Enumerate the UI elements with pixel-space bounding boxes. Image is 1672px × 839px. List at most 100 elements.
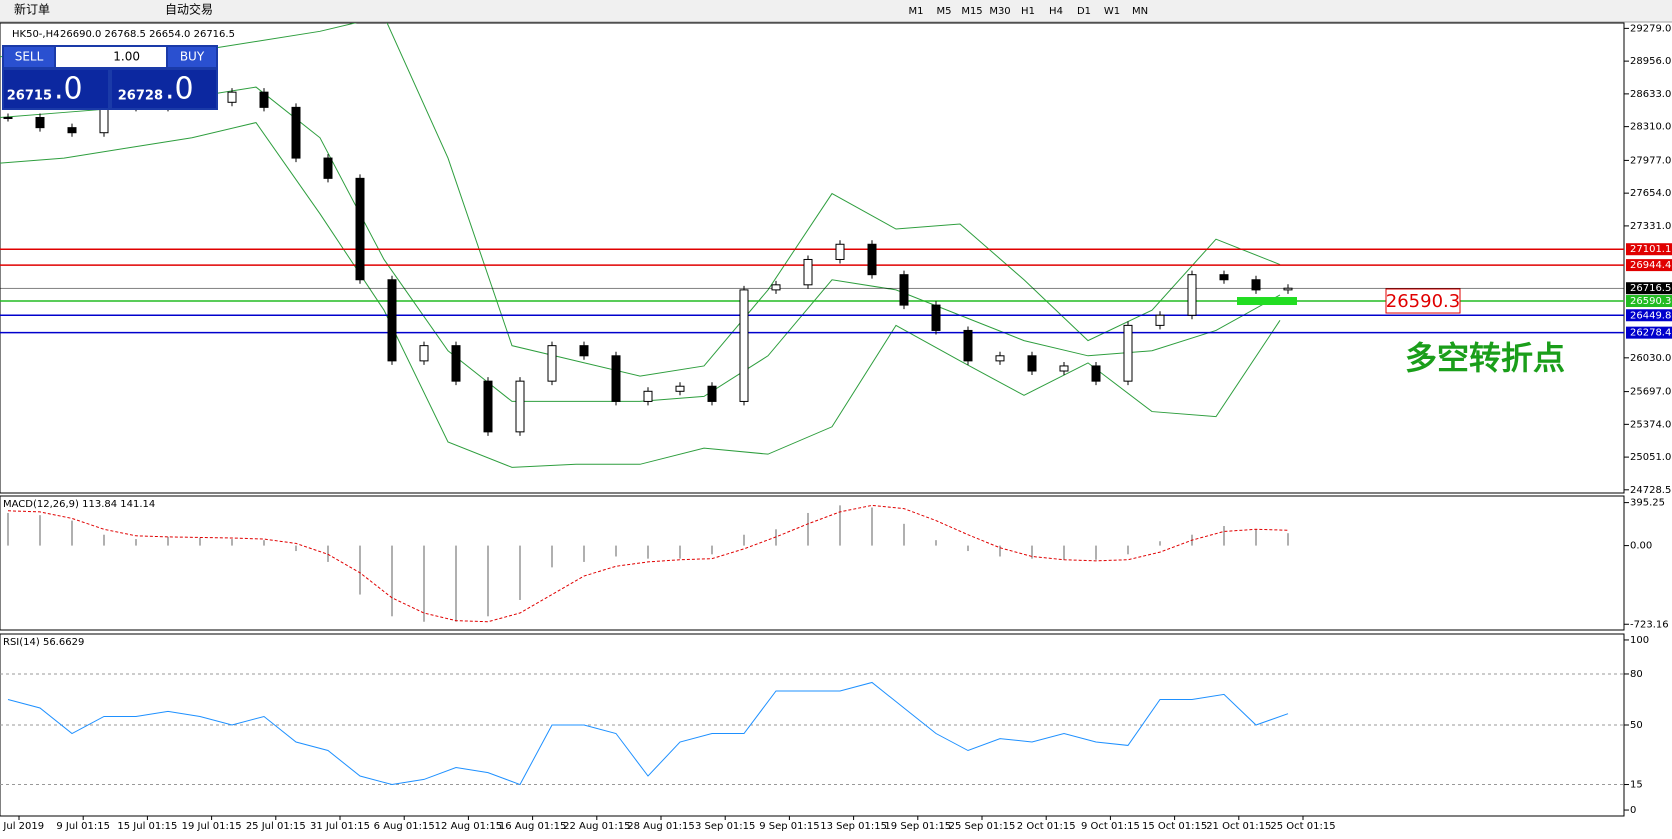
macd-bar (1159, 541, 1161, 546)
y-tick-label: 28633.0 (1630, 89, 1671, 100)
macd-bar (487, 545, 489, 617)
macd-bar (1223, 526, 1225, 546)
y-tick-label: 27331.0 (1630, 221, 1671, 232)
macd-bar (839, 505, 841, 546)
sell-button[interactable] (4, 47, 54, 67)
y-tick-label: 28956.0 (1630, 56, 1671, 67)
macd-label: MACD(12,26,9) 113.84 141.14 (3, 499, 155, 510)
y-tick-label: -723.16 (1630, 619, 1669, 630)
y-tick-label: 25374.0 (1630, 419, 1671, 430)
sell-frac: .0 (54, 72, 83, 107)
macd-bar (199, 537, 201, 546)
candle (1123, 324, 1133, 382)
sell-quote[interactable] (4, 70, 108, 108)
macd-bar (1063, 545, 1065, 560)
candle (1187, 274, 1197, 316)
macd-bar (1031, 545, 1033, 559)
macd-bar (711, 545, 713, 555)
timeframe[interactable]: D1 (1077, 6, 1091, 17)
level-label: 26590.3 (1630, 296, 1671, 307)
candle (1091, 365, 1101, 382)
timeframe[interactable]: H1 (1021, 6, 1035, 17)
macd-bar (871, 507, 873, 546)
lots[interactable]: 1.00 (113, 50, 140, 64)
candle (3, 117, 13, 120)
buy-quote[interactable] (112, 70, 216, 108)
timeframe[interactable]: H4 (1049, 6, 1063, 17)
candle (867, 243, 877, 276)
y-tick-label: 0 (1630, 805, 1636, 816)
y-tick-label: 25697.0 (1630, 387, 1671, 398)
macd-bar (295, 545, 297, 552)
y-tick-label: 15 (1630, 780, 1643, 791)
buy[interactable]: BUY (180, 50, 205, 64)
buy-button[interactable] (168, 47, 216, 67)
candle (1251, 279, 1261, 291)
macd-bar (359, 545, 361, 595)
candle (483, 380, 493, 433)
buy-frac: .0 (165, 72, 194, 107)
y-tick-label: 26030.0 (1630, 353, 1671, 364)
symbol: HK50-,H4 (12, 29, 59, 40)
macd-bar (903, 523, 905, 546)
level-tag (1626, 259, 1672, 272)
main-panel (0, 22, 1625, 494)
timeframe[interactable]: W1 (1104, 6, 1120, 17)
macd-panel (0, 495, 1625, 631)
candle (995, 355, 1005, 362)
callout-box (1385, 288, 1461, 314)
macd-bar (743, 534, 745, 546)
lots-input[interactable] (56, 47, 166, 67)
candle (323, 157, 333, 179)
macd-bar (263, 540, 265, 546)
x-tick-label: 9 Sep 01:15 (759, 821, 819, 832)
y-tick-label: 27654.0 (1630, 188, 1671, 199)
x-tick-label: 12 Aug 01:15 (435, 821, 502, 832)
macd-bar (71, 520, 73, 546)
y-tick-label: 28310.0 (1630, 122, 1671, 133)
candle (387, 279, 397, 362)
macd-bar (551, 545, 553, 568)
candle (803, 258, 813, 286)
candle (611, 355, 621, 402)
level-label: 27101.1 (1630, 244, 1671, 255)
x-tick-label: 13 Sep 01:15 (820, 821, 887, 832)
sell[interactable]: SELL (15, 50, 44, 64)
timeframe[interactable]: M5 (937, 6, 952, 17)
macd-bar (1095, 545, 1097, 560)
macd-bar (231, 539, 233, 546)
macd-bar (391, 545, 393, 617)
x-tick-label: 9 Jul 01:15 (56, 821, 110, 832)
candle (963, 329, 973, 362)
toolbar (0, 0, 1672, 22)
candle (835, 243, 845, 260)
candle (643, 390, 653, 402)
level-marker (1237, 297, 1297, 306)
new-order[interactable]: 新订单 (14, 2, 50, 17)
candle (931, 304, 941, 331)
macd-bar (967, 545, 969, 552)
y-tick-label: 24728.5 (1630, 485, 1671, 496)
candle (1027, 355, 1037, 372)
macd-bar (775, 529, 777, 546)
level-tag (1626, 309, 1672, 322)
x-tick-label: 3 Jul 2019 (0, 821, 44, 832)
timeframe[interactable]: M30 (989, 6, 1010, 17)
candle (227, 91, 237, 103)
x-tick-label: 28 Aug 01:15 (627, 821, 694, 832)
candle (451, 345, 461, 382)
macd-bar (679, 545, 681, 559)
timeframe[interactable]: MN (1132, 6, 1148, 17)
candle (675, 385, 685, 392)
timeframe[interactable]: M1 (909, 6, 924, 17)
rsi-line (7, 681, 1289, 786)
macd-bar (39, 515, 41, 546)
candle (291, 106, 301, 159)
y-tick-label: 50 (1630, 720, 1643, 731)
macd-signal (7, 504, 1289, 623)
auto-trading[interactable]: 自动交易 (165, 2, 213, 17)
candle (579, 345, 589, 357)
timeframe[interactable]: M15 (961, 6, 982, 17)
candle (707, 385, 717, 402)
